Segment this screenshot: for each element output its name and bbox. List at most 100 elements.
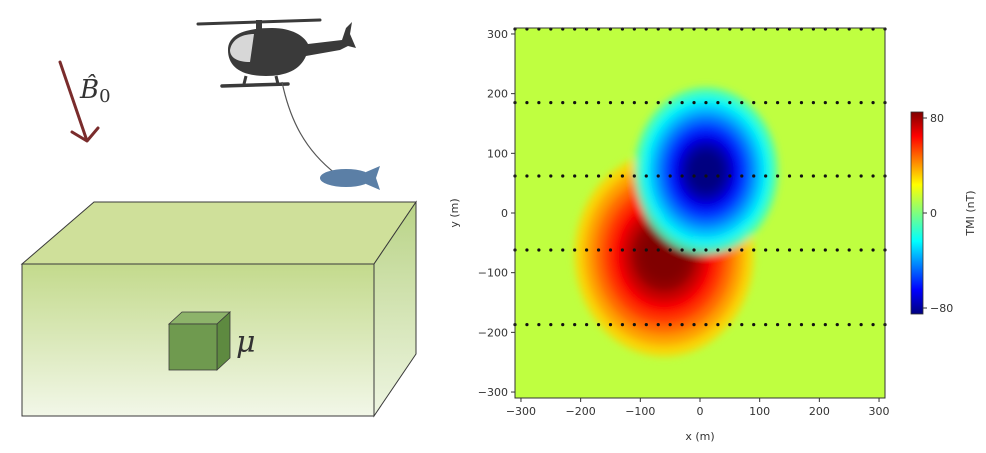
survey-point	[871, 248, 875, 252]
survey-point	[620, 174, 625, 178]
y-tick-label: −200	[478, 326, 508, 339]
survey-point	[752, 100, 756, 105]
tow-cable	[281, 81, 337, 175]
survey-point	[656, 174, 660, 178]
survey-point	[728, 174, 732, 178]
survey-point	[644, 322, 648, 327]
survey-point	[537, 322, 541, 327]
tmi-heatmap-chart: −300 −200 −100 0 100 200 300 −300 −200 −100 0 100 2…	[448, 27, 977, 443]
survey-point	[573, 174, 577, 178]
survey-point	[740, 322, 744, 327]
survey-point	[573, 322, 577, 327]
survey-point	[525, 322, 529, 327]
x-tick-label: −200	[566, 405, 596, 418]
survey-point	[620, 322, 625, 327]
survey-point	[716, 322, 720, 327]
survey-point	[668, 174, 672, 178]
survey-point	[549, 322, 553, 327]
survey-point	[525, 174, 529, 178]
survey-point	[692, 248, 696, 252]
survey-point	[549, 100, 553, 105]
survey-point	[764, 248, 768, 252]
survey-point	[549, 248, 553, 252]
survey-point	[680, 100, 684, 105]
survey-point	[775, 248, 780, 252]
survey-point	[680, 322, 684, 327]
survey-point	[764, 322, 768, 327]
survey-point	[573, 248, 577, 252]
survey-point	[620, 100, 625, 105]
x-tick-label: 100	[749, 405, 770, 418]
survey-point	[692, 174, 696, 178]
susceptibility-label: μ	[236, 325, 256, 360]
survey-point	[752, 174, 756, 178]
survey-point	[561, 174, 565, 178]
survey-point	[787, 174, 792, 178]
survey-point	[608, 174, 613, 178]
survey-point	[847, 322, 851, 327]
survey-point	[668, 322, 672, 327]
survey-point	[728, 322, 732, 327]
survey-point	[644, 248, 648, 252]
survey-point	[525, 100, 529, 105]
survey-point	[787, 248, 792, 252]
survey-point	[704, 248, 708, 252]
anomaly-negative-level-8	[695, 158, 717, 184]
x-tick-label: −100	[625, 405, 655, 418]
survey-point	[561, 100, 565, 105]
survey-point	[704, 322, 708, 327]
survey-point	[752, 248, 756, 252]
colorbar-tick-label: 80	[930, 112, 944, 125]
survey-point	[740, 100, 744, 105]
survey-point	[656, 322, 660, 327]
y-tick-label: 300	[487, 28, 508, 41]
survey-point	[704, 174, 708, 178]
survey-point	[787, 322, 792, 327]
survey-point	[847, 174, 851, 178]
survey-point	[716, 100, 720, 105]
helicopter-icon	[196, 18, 356, 88]
survey-point	[835, 322, 839, 327]
survey-point	[549, 174, 553, 178]
x-tick-label: 200	[809, 405, 830, 418]
survey-point	[811, 248, 815, 252]
survey-point	[525, 248, 529, 252]
colorbar-label: TMI (nT)	[964, 190, 977, 236]
survey-point	[799, 174, 804, 178]
survey-point	[859, 248, 863, 252]
x-tick-label: 300	[869, 405, 890, 418]
survey-point	[871, 174, 875, 178]
field-label: B̂0	[79, 74, 111, 107]
survey-point	[847, 100, 851, 105]
survey-point	[775, 100, 780, 105]
survey-point	[740, 248, 744, 252]
survey-point	[680, 248, 684, 252]
survey-point	[561, 322, 565, 327]
survey-point	[668, 248, 672, 252]
anomaly-positive-level-8	[650, 239, 678, 270]
y-axis-label: y (m)	[448, 198, 461, 227]
field-direction-arrow	[58, 60, 100, 143]
survey-point	[775, 174, 780, 178]
survey-point	[632, 248, 636, 252]
survey-point	[596, 248, 601, 252]
survey-point	[823, 248, 827, 252]
flight-line	[513, 248, 887, 252]
survey-point	[823, 174, 827, 178]
flight-line	[513, 100, 887, 105]
survey-point	[656, 248, 660, 252]
colorbar-tick-label: 0	[930, 207, 937, 220]
survey-point	[823, 322, 827, 327]
survey-point	[692, 322, 696, 327]
survey-point	[728, 100, 732, 105]
survey-point	[596, 100, 601, 105]
survey-point	[561, 248, 565, 252]
survey-point	[585, 100, 589, 105]
survey-point	[716, 248, 720, 252]
survey-point	[847, 248, 851, 252]
survey-point	[537, 100, 541, 105]
survey-diagram: B̂0 μ	[20, 18, 417, 418]
y-tick-label: 0	[501, 207, 508, 220]
survey-point	[775, 322, 780, 327]
y-tick-label: −300	[478, 386, 508, 399]
